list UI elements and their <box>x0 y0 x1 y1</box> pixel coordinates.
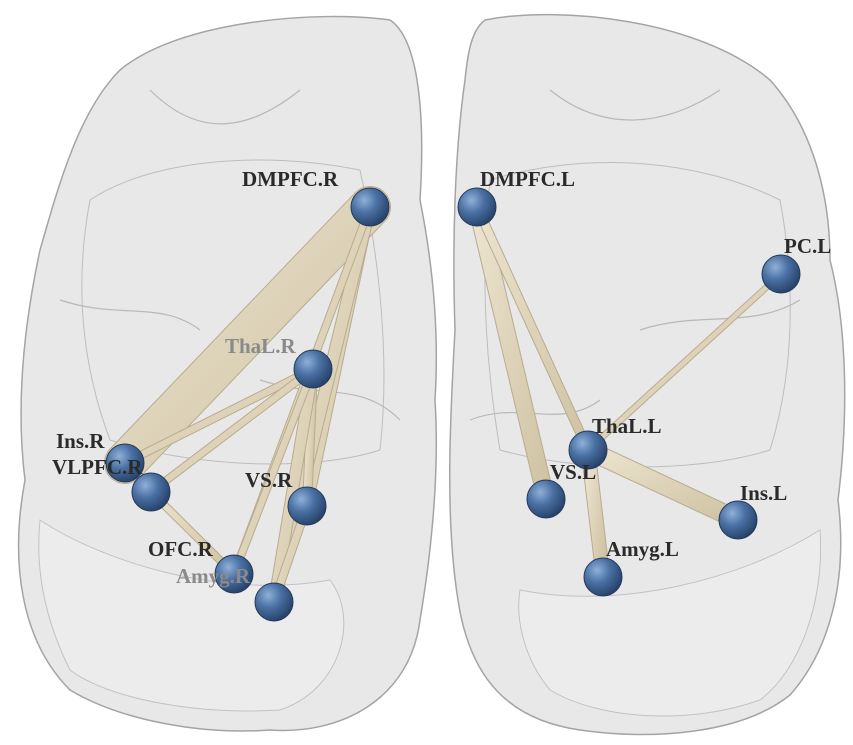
node-amyg-r <box>254 582 294 622</box>
node-amyg-l <box>583 557 623 597</box>
edge-thal-l-amyg-l <box>581 443 610 584</box>
node-vlpfc-r <box>131 472 171 512</box>
left-hemisphere-sulcus <box>469 89 801 421</box>
node-thal-l <box>568 430 608 470</box>
label-vlpfc-r: VLPFC.R <box>52 455 143 479</box>
label-thal-r: ThaL.R <box>225 334 296 358</box>
node-vs-r <box>287 486 327 526</box>
node-vs-l <box>526 479 566 519</box>
label-vs-r: VS.R <box>245 468 293 492</box>
edge-dmpfc-l-vs-l <box>469 199 554 507</box>
node-dmpfc-r <box>350 187 390 227</box>
right-hemisphere-lower-fold <box>38 519 345 712</box>
left-hemisphere <box>448 13 846 736</box>
label-dmpfc-l: DMPFC.L <box>480 167 575 191</box>
node-dmpfc-l <box>457 187 497 227</box>
edge-thal-r-ins-r <box>121 365 317 467</box>
connection-edges <box>104 186 785 609</box>
edge-thal-l-ins-l <box>579 441 747 529</box>
edge-thal-r-vlpfc-r <box>147 365 317 496</box>
label-vs-l: VS.L <box>550 460 596 484</box>
label-ins-r: Ins.R <box>56 429 105 453</box>
label-amyg-r: Amyg.R <box>176 564 251 588</box>
label-thal-l: ThaL.L <box>592 414 661 438</box>
node-ofc-r <box>214 554 254 594</box>
node-thal-r <box>293 349 333 389</box>
label-dmpfc-r: DMPFC.R <box>242 167 339 191</box>
label-pc-l: PC.L <box>784 234 831 258</box>
left-hemisphere-lower-fold <box>518 529 822 717</box>
label-amyg-l: Amyg.L <box>606 537 679 561</box>
edge-thal-r-ofc-r <box>230 365 317 578</box>
edge-dmpfc-l-thal-l <box>473 203 592 454</box>
region-nodes <box>105 187 801 622</box>
label-ofc-r: OFC.R <box>148 537 214 561</box>
label-ins-l: Ins.L <box>740 481 787 505</box>
edge-thal-r-amyg-r <box>268 363 319 608</box>
node-pc-l <box>761 254 801 294</box>
edge-thal-l-pc-l <box>585 271 784 453</box>
node-ins-r <box>105 443 145 483</box>
node-ins-l <box>718 500 758 540</box>
edge-dmpfc-r-ins-r <box>105 187 390 483</box>
